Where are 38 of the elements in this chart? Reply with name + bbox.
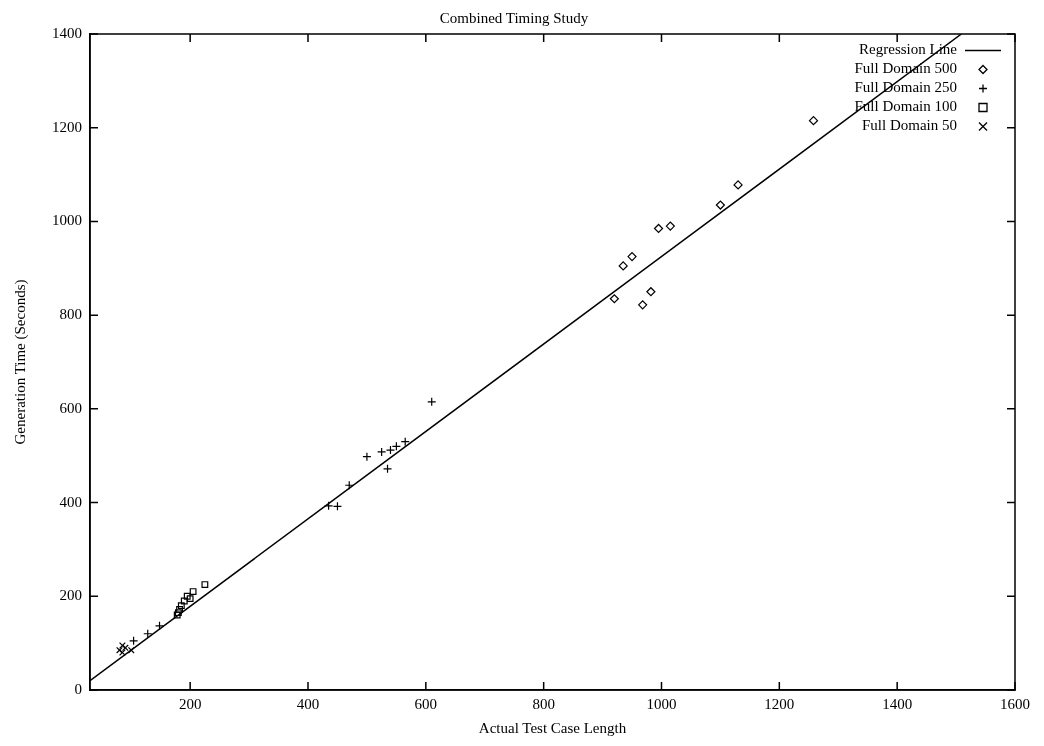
y-tick-label: 1200	[52, 118, 82, 135]
x-tick-label: 1600	[1000, 695, 1030, 712]
x-tick-label: 1000	[646, 695, 677, 712]
point	[665, 221, 675, 231]
x-tick-label: 200	[178, 695, 202, 712]
point	[186, 595, 194, 603]
y-tick-label: 600	[59, 399, 82, 416]
y-axis-title: Generation Time (Seconds)	[11, 279, 29, 445]
x-tick-label: 400	[296, 695, 320, 712]
point	[177, 602, 185, 610]
point	[180, 597, 188, 605]
x-tick-label: 600	[414, 695, 438, 712]
x-axis-title: Actual Test Case Length	[478, 719, 627, 736]
y-tick-label: 1400	[52, 24, 82, 41]
legend-label: Full Domain 50	[861, 117, 957, 134]
point	[733, 180, 743, 190]
point	[646, 287, 656, 297]
point	[176, 605, 183, 613]
point	[183, 592, 191, 600]
y-tick-label: 200	[59, 587, 82, 604]
point	[385, 445, 396, 455]
point	[201, 581, 209, 588]
x-tick-label: 800	[532, 695, 555, 712]
point	[715, 200, 726, 210]
y-tick-label: 1000	[52, 212, 82, 229]
y-tick-label: 0	[74, 680, 82, 697]
x-tick-label: 1400	[882, 695, 913, 712]
x-tick-label: 1200	[764, 695, 795, 712]
y-tick-label: 400	[59, 493, 82, 510]
point	[808, 116, 819, 126]
point	[638, 300, 648, 310]
point	[653, 223, 664, 234]
y-tick-label: 800	[59, 306, 82, 323]
point	[609, 294, 619, 304]
point	[618, 261, 628, 271]
point	[189, 588, 197, 596]
chart-title: Combined Timing Study	[439, 9, 589, 26]
point	[627, 251, 637, 262]
